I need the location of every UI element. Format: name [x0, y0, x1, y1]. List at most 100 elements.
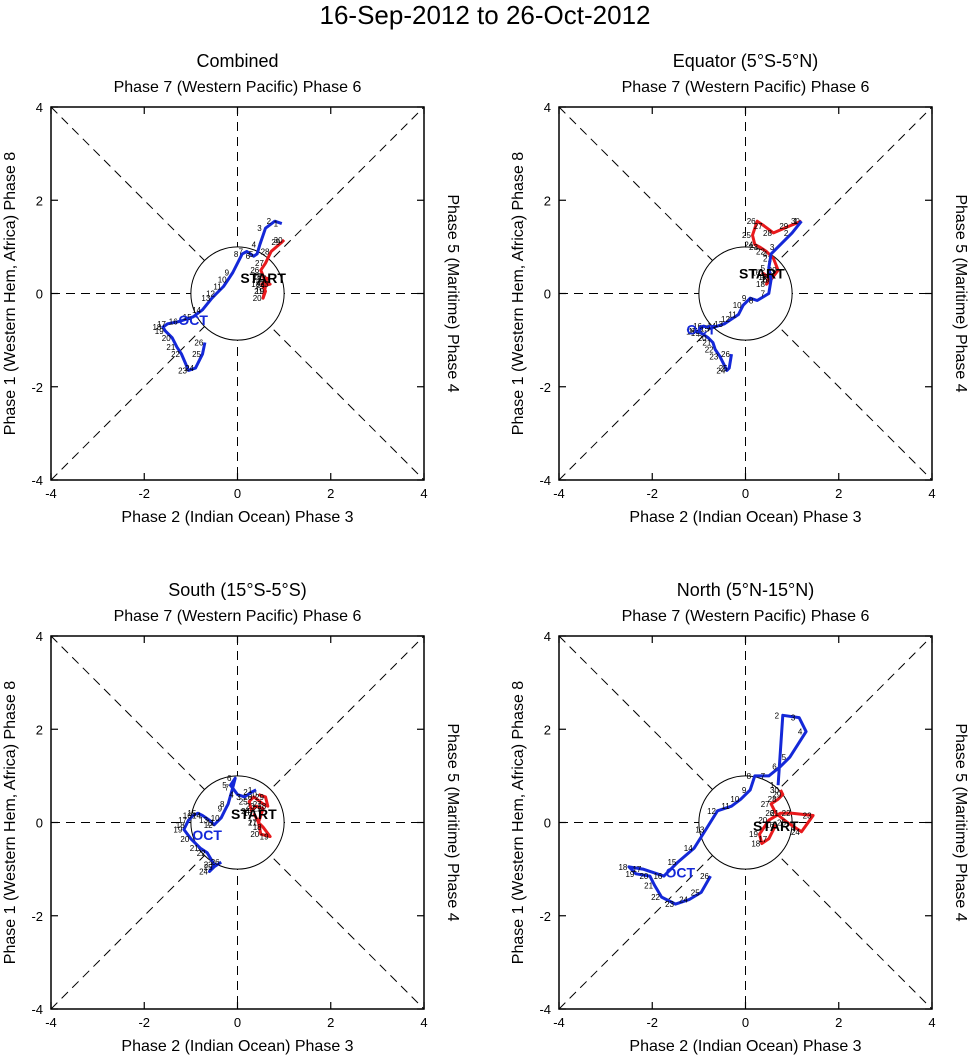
x-tick-label: 0	[742, 1015, 749, 1030]
top-phase-label: Phase 7 (Western Pacific) Phase 6	[622, 79, 870, 96]
panel-title: South (15°S-5°S)	[168, 580, 306, 600]
day-label: 12	[707, 807, 716, 816]
x-tick-label: -4	[553, 486, 565, 501]
day-label: 23	[260, 280, 269, 289]
y-tick-label: 2	[36, 722, 43, 737]
day-label: 10	[733, 301, 742, 310]
panel-title: Combined	[196, 51, 278, 71]
day-label: 16	[751, 269, 760, 278]
day-label: 16	[243, 809, 252, 818]
panel-title: North (5°N-15°N)	[677, 580, 814, 600]
day-label: 29	[772, 791, 781, 800]
day-label: 19	[260, 832, 269, 841]
day-label: 26	[765, 809, 774, 818]
day-label: 18	[756, 280, 765, 289]
day-label: 8	[220, 800, 225, 809]
month-label: OCT	[686, 321, 716, 337]
day-label: 19	[255, 287, 264, 296]
day-label: 17	[248, 819, 257, 828]
day-label: 23	[204, 860, 213, 869]
day-label: 26	[250, 266, 259, 275]
left-phase-label: Phase 1 (Western Hem, Africa) Phase 8	[510, 152, 527, 435]
day-label: 3	[770, 243, 775, 252]
y-tick-label: 0	[544, 816, 551, 831]
day-label: 11	[213, 283, 222, 292]
day-label: 14	[192, 812, 201, 821]
trajectory-oct	[695, 220, 803, 372]
left-phase-label: Phase 1 (Western Hem, Africa) Phase 8	[2, 681, 19, 964]
start-label: START	[240, 270, 286, 286]
month-label: OCT	[665, 864, 695, 880]
day-label: 18	[618, 863, 627, 872]
bottom-phase-label: Phase 2 (Indian Ocean) Phase 3	[121, 1038, 353, 1055]
day-label: 26	[721, 350, 730, 359]
day-label: 18	[152, 323, 161, 332]
day-label: 2	[784, 229, 789, 238]
day-label: 19	[761, 276, 770, 285]
day-label: 22	[756, 248, 765, 257]
day-label: 20	[162, 334, 171, 343]
y-tick-label: 0	[36, 816, 43, 831]
y-tick-label: 4	[36, 629, 43, 644]
bottom-phase-label: Phase 2 (Indian Ocean) Phase 3	[121, 509, 353, 526]
day-label: 18	[751, 839, 760, 848]
day-label: 10	[211, 814, 220, 823]
bottom-phase-label: Phase 2 (Indian Ocean) Phase 3	[629, 509, 861, 526]
x-tick-label: 2	[327, 486, 334, 501]
day-label: 6	[763, 276, 768, 285]
day-label: 20	[180, 835, 189, 844]
day-label: 23	[749, 243, 758, 252]
bottom-phase-label: Phase 2 (Indian Ocean) Phase 3	[629, 1038, 861, 1055]
x-tick-label: 4	[420, 486, 427, 501]
day-label: 16	[765, 821, 774, 830]
right-phase-label: Phase 5 (Maritime) Phase 4	[952, 723, 969, 921]
day-label: 25	[742, 231, 751, 240]
day-label: 23	[665, 900, 674, 909]
panel-title: Equator (5°S-5°N)	[673, 51, 818, 71]
x-tick-label: 4	[928, 1015, 935, 1030]
day-label: 30	[770, 786, 779, 795]
day-label: 25	[719, 364, 728, 373]
day-label: 9	[742, 786, 747, 795]
day-label: 6	[772, 763, 777, 772]
day-label: 15	[187, 809, 196, 818]
day-label: 25	[204, 863, 213, 872]
x-tick-label: 4	[420, 1015, 427, 1030]
y-tick-label: 4	[544, 629, 551, 644]
day-label: 19	[173, 825, 182, 834]
day-label: 1	[274, 220, 279, 229]
day-label: 17	[758, 273, 767, 282]
start-label: START	[753, 818, 799, 834]
day-label: 29	[255, 793, 264, 802]
day-label: 30	[791, 217, 800, 226]
day-label: 22	[705, 345, 714, 354]
y-tick-label: 2	[544, 722, 551, 737]
y-tick-label: 4	[36, 100, 43, 115]
day-label: 22	[256, 278, 265, 287]
day-label: 2	[775, 711, 780, 720]
day-label: 24	[744, 241, 753, 250]
y-tick-label: -4	[539, 1002, 551, 1017]
y-tick-label: -4	[31, 1002, 43, 1017]
day-label: 26	[243, 793, 252, 802]
day-label: 11	[206, 819, 215, 828]
day-label: 16	[169, 317, 178, 326]
y-tick-label: -4	[539, 473, 551, 488]
day-label: 21	[190, 844, 199, 853]
left-phase-label: Phase 1 (Western Hem, Africa) Phase 8	[510, 681, 527, 964]
phase-panel: Combined Phase 7 (Western Pacific) Phase …	[2, 51, 461, 526]
x-tick-label: -2	[646, 486, 658, 501]
day-label: 5	[782, 753, 787, 762]
day-label: 18	[253, 823, 262, 832]
day-label: 22	[782, 809, 791, 818]
day-label: 6	[227, 774, 232, 783]
day-label: 13	[714, 320, 723, 329]
day-label: 15	[667, 858, 676, 867]
y-tick-label: -2	[31, 380, 43, 395]
day-label: 25	[253, 272, 262, 281]
day-label: 14	[192, 306, 201, 315]
day-label: 19	[625, 870, 634, 879]
day-label: 16	[653, 872, 662, 881]
day-label: 30	[248, 791, 257, 800]
